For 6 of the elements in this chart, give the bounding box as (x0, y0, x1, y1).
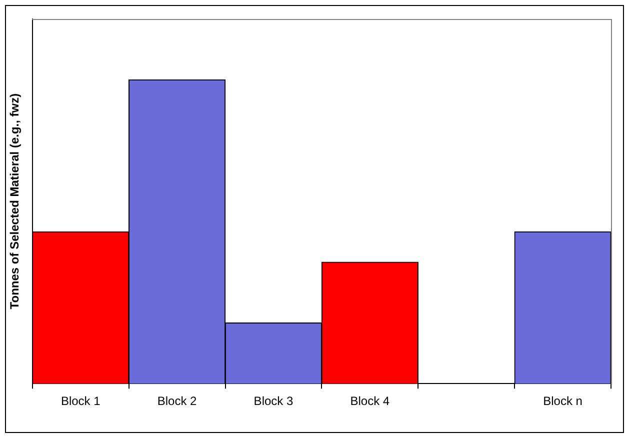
x-tick-label: Block 3 (254, 394, 294, 408)
x-tick-label: Block 2 (157, 394, 198, 408)
x-tick-label: Block 4 (350, 394, 390, 408)
x-tick-label: Block 1 (60, 394, 101, 408)
x-tick-label: Block n (543, 394, 582, 408)
y-axis-title: Tonnes of Selected Matieral (e.g., fwz) (8, 93, 22, 310)
